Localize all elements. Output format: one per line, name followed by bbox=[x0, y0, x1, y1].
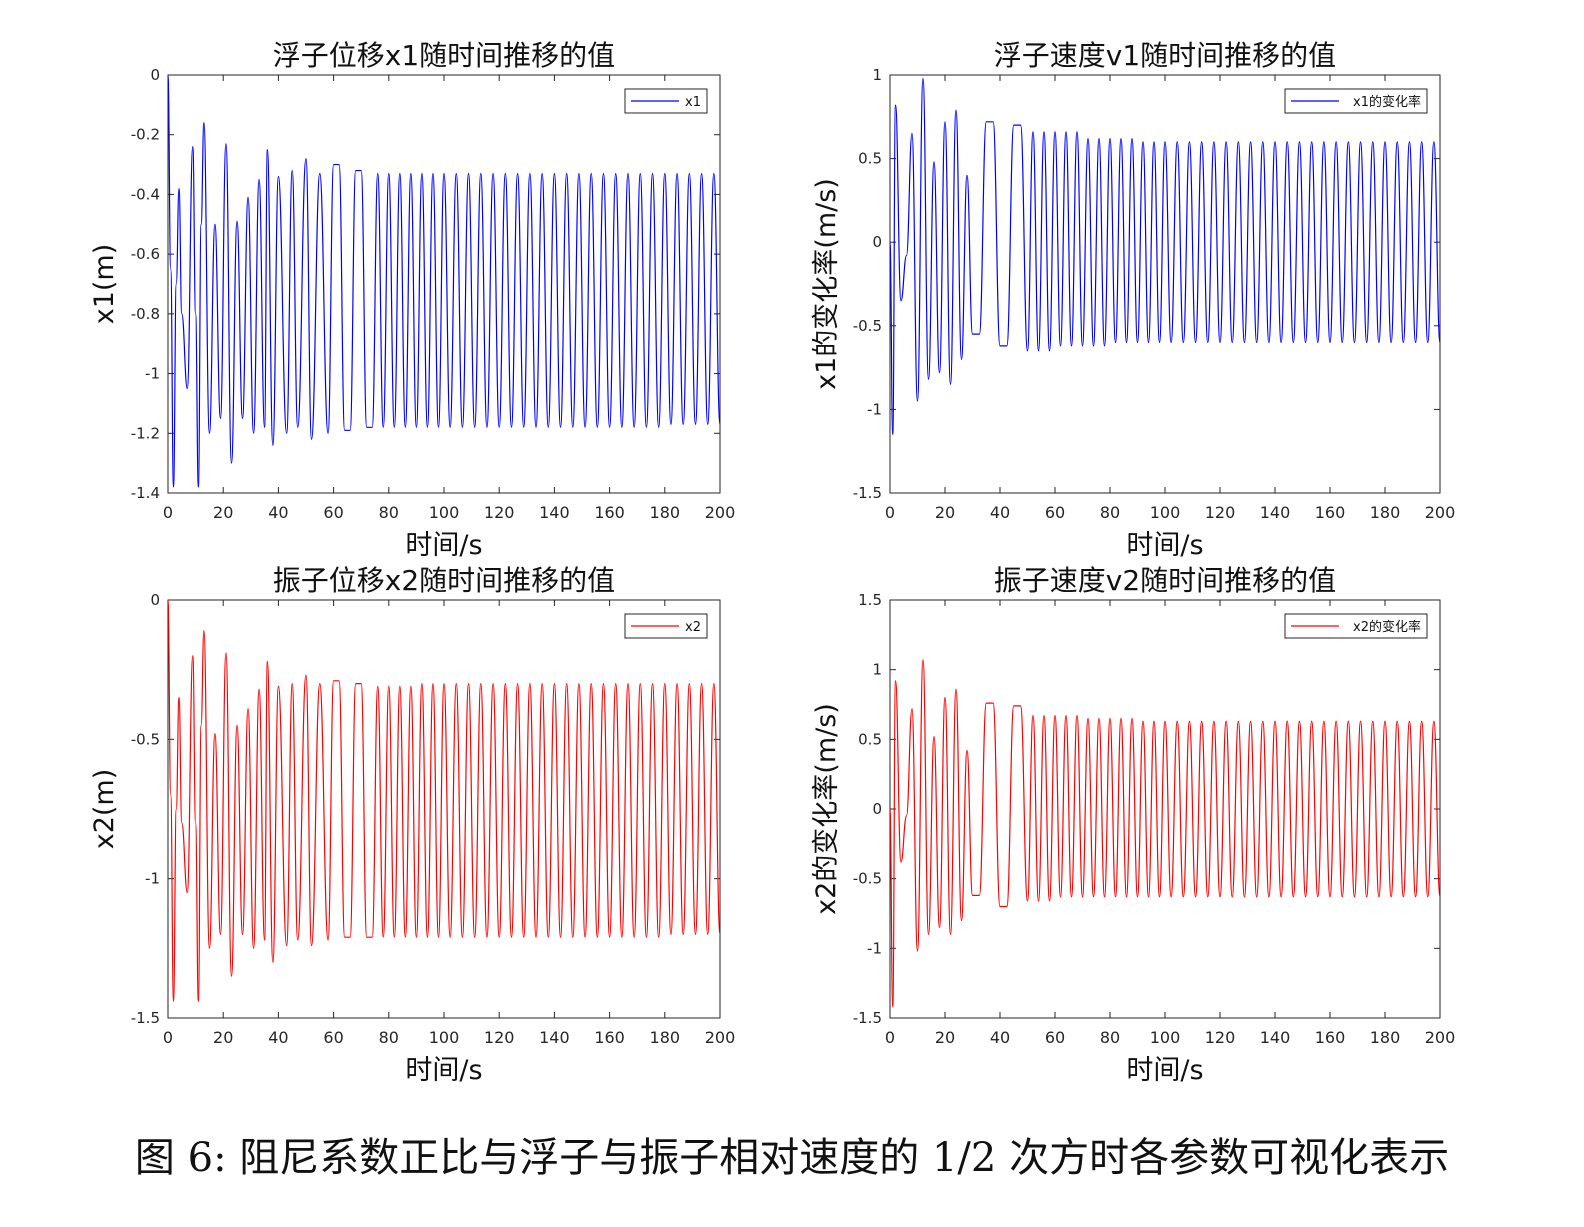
y-tick-label: 0 bbox=[150, 66, 160, 84]
y-tick-label: -0.8 bbox=[131, 305, 160, 323]
x-tick-label: 80 bbox=[1100, 1028, 1120, 1047]
x-tick-label: 200 bbox=[1425, 1028, 1456, 1047]
x-tick-label: 180 bbox=[1370, 503, 1401, 522]
x-tick-label: 120 bbox=[1205, 503, 1236, 522]
x-tick-label: 200 bbox=[705, 503, 736, 522]
y-tick-label: 0 bbox=[150, 591, 160, 609]
y-tick-label: -1 bbox=[145, 365, 160, 383]
y-tick-label: -1 bbox=[867, 939, 882, 957]
series-line-0 bbox=[889, 77, 1441, 436]
y-tick-label: -1.5 bbox=[853, 484, 882, 502]
plot-area bbox=[167, 599, 721, 1019]
chart-title: 振子位移x2随时间推移的值 bbox=[273, 564, 615, 597]
chart-title: 振子速度v2随时间推移的值 bbox=[994, 564, 1336, 597]
x-tick-label: 40 bbox=[268, 503, 288, 522]
x-tick-label: 100 bbox=[429, 1028, 460, 1047]
chart-title: 浮子位移x1随时间推移的值 bbox=[273, 39, 615, 72]
x-tick-label: 0 bbox=[885, 503, 895, 522]
x-tick-label: 20 bbox=[935, 503, 955, 522]
x-tick-label: 20 bbox=[935, 1028, 955, 1047]
y-axis-label: x1的变化率(m/s) bbox=[811, 178, 842, 390]
x-tick-label: 200 bbox=[705, 1028, 736, 1047]
x-tick-label: 0 bbox=[163, 503, 173, 522]
y-tick-label: -0.5 bbox=[853, 870, 882, 888]
x-tick-label: 80 bbox=[379, 503, 399, 522]
x-tick-label: 60 bbox=[1045, 503, 1065, 522]
x-tick-label: 180 bbox=[650, 1028, 681, 1047]
x-tick-label: 120 bbox=[484, 1028, 515, 1047]
x-tick-label: 140 bbox=[539, 503, 570, 522]
x-tick-label: 60 bbox=[1045, 1028, 1065, 1047]
x-tick-label: 80 bbox=[379, 1028, 399, 1047]
x-tick-label: 100 bbox=[1150, 1028, 1181, 1047]
y-tick-label: 0.5 bbox=[858, 150, 882, 168]
legend-label: x2 bbox=[685, 620, 701, 635]
y-axis-label: x2(m) bbox=[89, 769, 120, 850]
y-tick-label: 0 bbox=[872, 233, 882, 251]
x-axis-label: 时间/s bbox=[405, 530, 482, 561]
chart-title: 浮子速度v1随时间推移的值 bbox=[994, 39, 1336, 72]
x-tick-label: 80 bbox=[1100, 503, 1120, 522]
y-tick-label: -0.4 bbox=[131, 185, 160, 203]
x-tick-label: 120 bbox=[484, 503, 515, 522]
y-tick-label: -0.2 bbox=[131, 126, 160, 144]
y-tick-label: -0.5 bbox=[853, 317, 882, 335]
x-tick-label: 160 bbox=[1315, 503, 1346, 522]
y-tick-label: 1.5 bbox=[858, 591, 882, 609]
y-tick-label: -1.5 bbox=[131, 1009, 160, 1027]
x-tick-label: 40 bbox=[990, 1028, 1010, 1047]
x-tick-label: 20 bbox=[213, 1028, 233, 1047]
y-tick-label: 1 bbox=[872, 661, 882, 679]
x-tick-label: 0 bbox=[163, 1028, 173, 1047]
y-tick-label: -1.4 bbox=[131, 484, 160, 502]
series-line-0 bbox=[889, 659, 1441, 1008]
x-tick-label: 20 bbox=[213, 503, 233, 522]
y-axis-label: x2的变化率(m/s) bbox=[811, 703, 842, 915]
x-tick-label: 200 bbox=[1425, 503, 1456, 522]
legend-label: x1的变化率 bbox=[1353, 94, 1421, 110]
x-tick-label: 100 bbox=[429, 503, 460, 522]
plot-area bbox=[889, 74, 1441, 494]
x-tick-label: 60 bbox=[323, 1028, 343, 1047]
legend-label: x2的变化率 bbox=[1353, 619, 1421, 635]
series-line-0 bbox=[167, 599, 721, 1002]
x-tick-label: 100 bbox=[1150, 503, 1181, 522]
x-tick-label: 140 bbox=[1260, 1028, 1291, 1047]
x-axis-label: 时间/s bbox=[1126, 1055, 1203, 1086]
y-tick-label: -1.2 bbox=[131, 424, 160, 442]
x-tick-label: 160 bbox=[594, 503, 625, 522]
y-axis-label: x1(m) bbox=[89, 244, 120, 325]
x-axis-label: 时间/s bbox=[1126, 530, 1203, 561]
x-tick-label: 140 bbox=[539, 1028, 570, 1047]
y-tick-label: -1 bbox=[145, 870, 160, 888]
y-tick-label: 0.5 bbox=[858, 730, 882, 748]
x-tick-label: 140 bbox=[1260, 503, 1291, 522]
y-tick-label: -1.5 bbox=[853, 1009, 882, 1027]
x-axis-label: 时间/s bbox=[405, 1055, 482, 1086]
chart-float-displacement: 0 20 40 60 80 100 120 140 160 180 200 0 -0.2 -0.4 -0.6… bbox=[89, 39, 735, 561]
plot-area bbox=[889, 599, 1441, 1019]
legend-label: x1 bbox=[685, 95, 701, 110]
chart-float-velocity: 0 20 40 60 80 100 120 140 160 180 200 1 0.5 0 -0.5 -1 -1… bbox=[811, 39, 1455, 561]
x-tick-label: 40 bbox=[268, 1028, 288, 1047]
x-tick-label: 40 bbox=[990, 503, 1010, 522]
chart-oscillator-velocity: 0 20 40 60 80 100 120 140 160 180 200 1.5 1 0.5 0 -0.5 -… bbox=[811, 564, 1455, 1086]
y-tick-label: -0.5 bbox=[131, 730, 160, 748]
y-tick-label: -0.6 bbox=[131, 245, 160, 263]
figure-caption: 图 6: 阻尼系数正比与浮子与振子相对速度的 1/2 次方时各参数可视化表示 bbox=[134, 1135, 1450, 1181]
x-tick-label: 120 bbox=[1205, 1028, 1236, 1047]
x-tick-label: 60 bbox=[323, 503, 343, 522]
x-tick-label: 180 bbox=[1370, 1028, 1401, 1047]
x-tick-label: 160 bbox=[594, 1028, 625, 1047]
y-tick-label: 1 bbox=[872, 66, 882, 84]
x-tick-label: 160 bbox=[1315, 1028, 1346, 1047]
x-tick-label: 180 bbox=[650, 503, 681, 522]
chart-oscillator-displacement: 0 20 40 60 80 100 120 140 160 180 200 0 -0.5 -1 -1.5 振子… bbox=[89, 564, 735, 1086]
plot-area bbox=[167, 74, 721, 494]
y-tick-label: 0 bbox=[872, 800, 882, 818]
x-tick-label: 0 bbox=[885, 1028, 895, 1047]
y-tick-label: -1 bbox=[867, 400, 882, 418]
series-line-0 bbox=[167, 74, 721, 488]
